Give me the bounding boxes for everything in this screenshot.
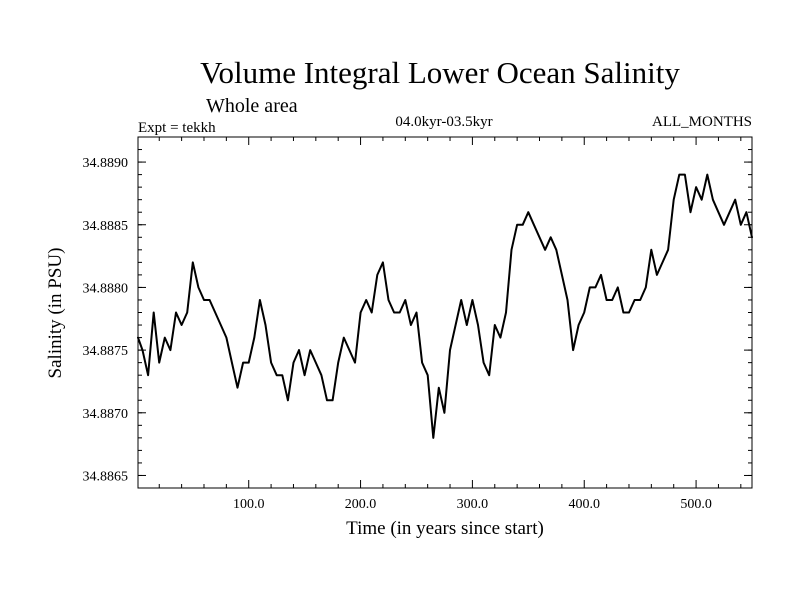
salinity-series-line bbox=[137, 173, 753, 439]
x-axis-ticks: 100.0 200.0 300.0 400.0 500.0 bbox=[158, 137, 742, 512]
experiment-label: Expt = tekkh bbox=[138, 120, 216, 136]
chart-subtitle: Whole area bbox=[206, 95, 298, 117]
chart-title: Volume Integral Lower Ocean Salinity bbox=[200, 55, 680, 90]
x-tick-label: 200.0 bbox=[345, 497, 377, 512]
y-axis-label: Salinity (in PSU) bbox=[45, 248, 66, 379]
x-tick-label: 300.0 bbox=[457, 497, 489, 512]
y-tick-label: 34.8875 bbox=[83, 344, 129, 359]
y-tick-label: 34.8880 bbox=[83, 281, 129, 296]
months-label: ALL_MONTHS bbox=[652, 114, 752, 130]
y-tick-label: 34.8865 bbox=[83, 469, 129, 484]
period-label: 04.0kyr-03.5kyr bbox=[395, 114, 492, 130]
x-tick-label: 400.0 bbox=[568, 497, 600, 512]
x-tick-label: 100.0 bbox=[233, 497, 265, 512]
x-tick-label: 500.0 bbox=[680, 497, 712, 512]
y-tick-label: 34.8885 bbox=[83, 219, 129, 234]
x-axis-label: Time (in years since start) bbox=[346, 518, 544, 539]
y-tick-label: 34.8870 bbox=[83, 407, 129, 422]
y-axis-ticks: 34.8865 34.8870 34.8875 34.8880 34.8885 34.88… bbox=[83, 149, 752, 484]
y-tick-label: 34.8890 bbox=[83, 156, 129, 171]
